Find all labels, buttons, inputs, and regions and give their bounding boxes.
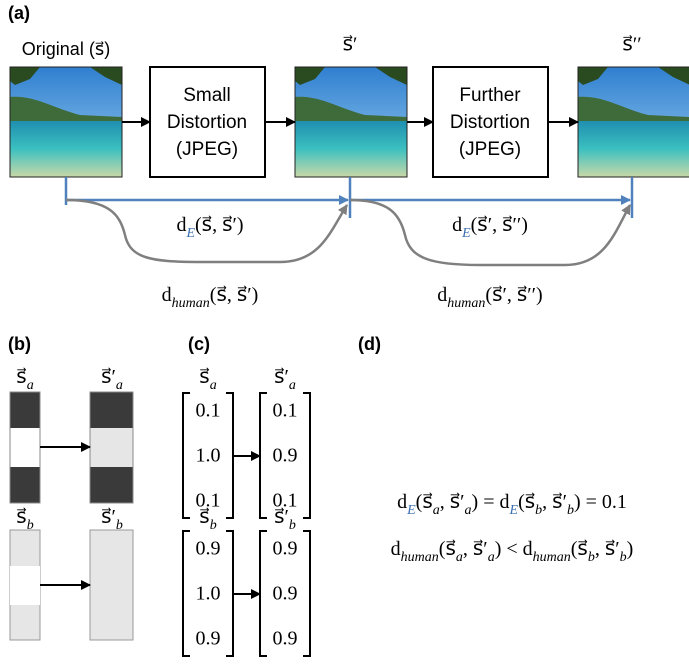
image-label: s⃗′ [343,34,358,56]
math-part: b [116,518,123,533]
math-part: a [289,378,296,393]
math-part: b [535,503,542,518]
math-part: a [488,550,495,565]
math-part: d [162,284,172,306]
box-label: Small [183,85,231,106]
matrix-entry: 0.9 [196,538,221,560]
matrix-entry: 0.9 [273,538,298,560]
math-part: b [289,518,296,533]
matrix-entry: 1.0 [196,445,221,467]
vector-label: s⃗′b [101,506,123,533]
math-part: (s⃗ [416,491,433,513]
math-part: human [533,550,571,565]
panel-a [10,67,689,265]
math-part: b [620,550,627,565]
math-part: d [391,538,401,560]
math-part: , s⃗′ [595,538,620,560]
vector-label: s⃗′a [274,366,296,393]
math-part: (s⃗ [571,538,588,560]
math-part: (s⃗, s⃗′) [210,284,259,306]
panel-label: (a) [8,3,30,23]
matrix-entry: 0.1 [196,400,221,422]
math-part: a [210,378,217,393]
box-label: Distortion [167,112,247,133]
image-label: s⃗′′ [622,34,641,56]
math-part: (s⃗ [518,491,535,513]
panel-label: (b) [8,334,31,354]
math-part: E [406,503,416,518]
vector-label: s⃗a [16,366,33,393]
math-part: d [397,491,407,513]
equation: dhuman(s⃗a, s⃗′a) < dhuman(s⃗b, s⃗′b) [391,538,634,565]
math-part: s⃗ [199,366,209,388]
matrix-entry: 0.9 [273,628,298,650]
image-label: Original (s⃗) [22,39,110,59]
math-part: b [210,518,217,533]
math-part: ) = d [472,491,510,513]
distance-label: dhuman(s⃗, s⃗′) [162,284,259,311]
matrix-entry: 0.9 [273,445,298,467]
math-part: E [509,503,519,518]
math-part: , s⃗′ [463,538,488,560]
math-part: (s⃗ [439,538,456,560]
math-part: b [27,518,34,533]
math-part: human [401,550,439,565]
matrix-entry: 1.0 [196,583,221,605]
math-part: s⃗′ [101,506,116,528]
math-part: s⃗ [16,366,26,388]
vector-label: s⃗b [16,506,33,533]
distance-label: dhuman(s⃗′, s⃗′′) [437,284,542,311]
math-part: a [456,550,463,565]
vector-label: s⃗a [199,366,216,393]
math-part: ) = 0.1 [574,491,627,513]
matrix-entry: 0.1 [273,490,298,512]
math-part: a [27,378,34,393]
equation: dE(s⃗a, s⃗′a) = dE(s⃗b, s⃗′b) = 0.1 [397,491,627,518]
math-part: ) [627,538,634,560]
math-part: d [176,214,186,236]
math-part: b [567,503,574,518]
matrix-entry: 0.1 [273,400,298,422]
box-label: (JPEG) [459,139,521,160]
panel-label: (d) [358,334,381,354]
math-part: human [172,296,210,311]
box-label: Distortion [450,112,530,133]
matrix-entry: 0.1 [196,490,221,512]
math-part: ) < d [495,538,533,560]
distance-label: dE(s⃗, s⃗′) [176,214,243,241]
matrix-entry: 0.9 [273,583,298,605]
math-part: , s⃗′ [440,491,465,513]
math-part: d [452,214,462,236]
box-label: (JPEG) [176,139,238,160]
box-label: Further [459,85,521,106]
vector-label: s⃗′a [101,366,123,393]
math-part: (s⃗′, s⃗′′) [471,214,528,236]
math-part: s⃗′ [101,366,116,388]
math-part: s⃗ [16,506,26,528]
math-part: (s⃗, s⃗′) [195,214,244,236]
figure: (a) (b) (c) (d) Original (s⃗) s⃗′ s⃗′′ Smal… [0,0,689,664]
math-part: a [433,503,440,518]
math-part: E [461,226,471,241]
math-part: a [116,378,123,393]
distance-label: dE(s⃗′, s⃗′′) [452,214,528,241]
math-part: , s⃗′ [542,491,567,513]
math-part: d [437,284,447,306]
math-part: E [185,226,195,241]
math-part: s⃗′ [274,366,289,388]
math-part: b [588,550,595,565]
math-part: human [447,296,485,311]
panel-label: (c) [188,334,210,354]
math-part: a [465,503,472,518]
math-part: (s⃗′, s⃗′′) [485,284,542,306]
matrix-entry: 0.9 [196,628,221,650]
